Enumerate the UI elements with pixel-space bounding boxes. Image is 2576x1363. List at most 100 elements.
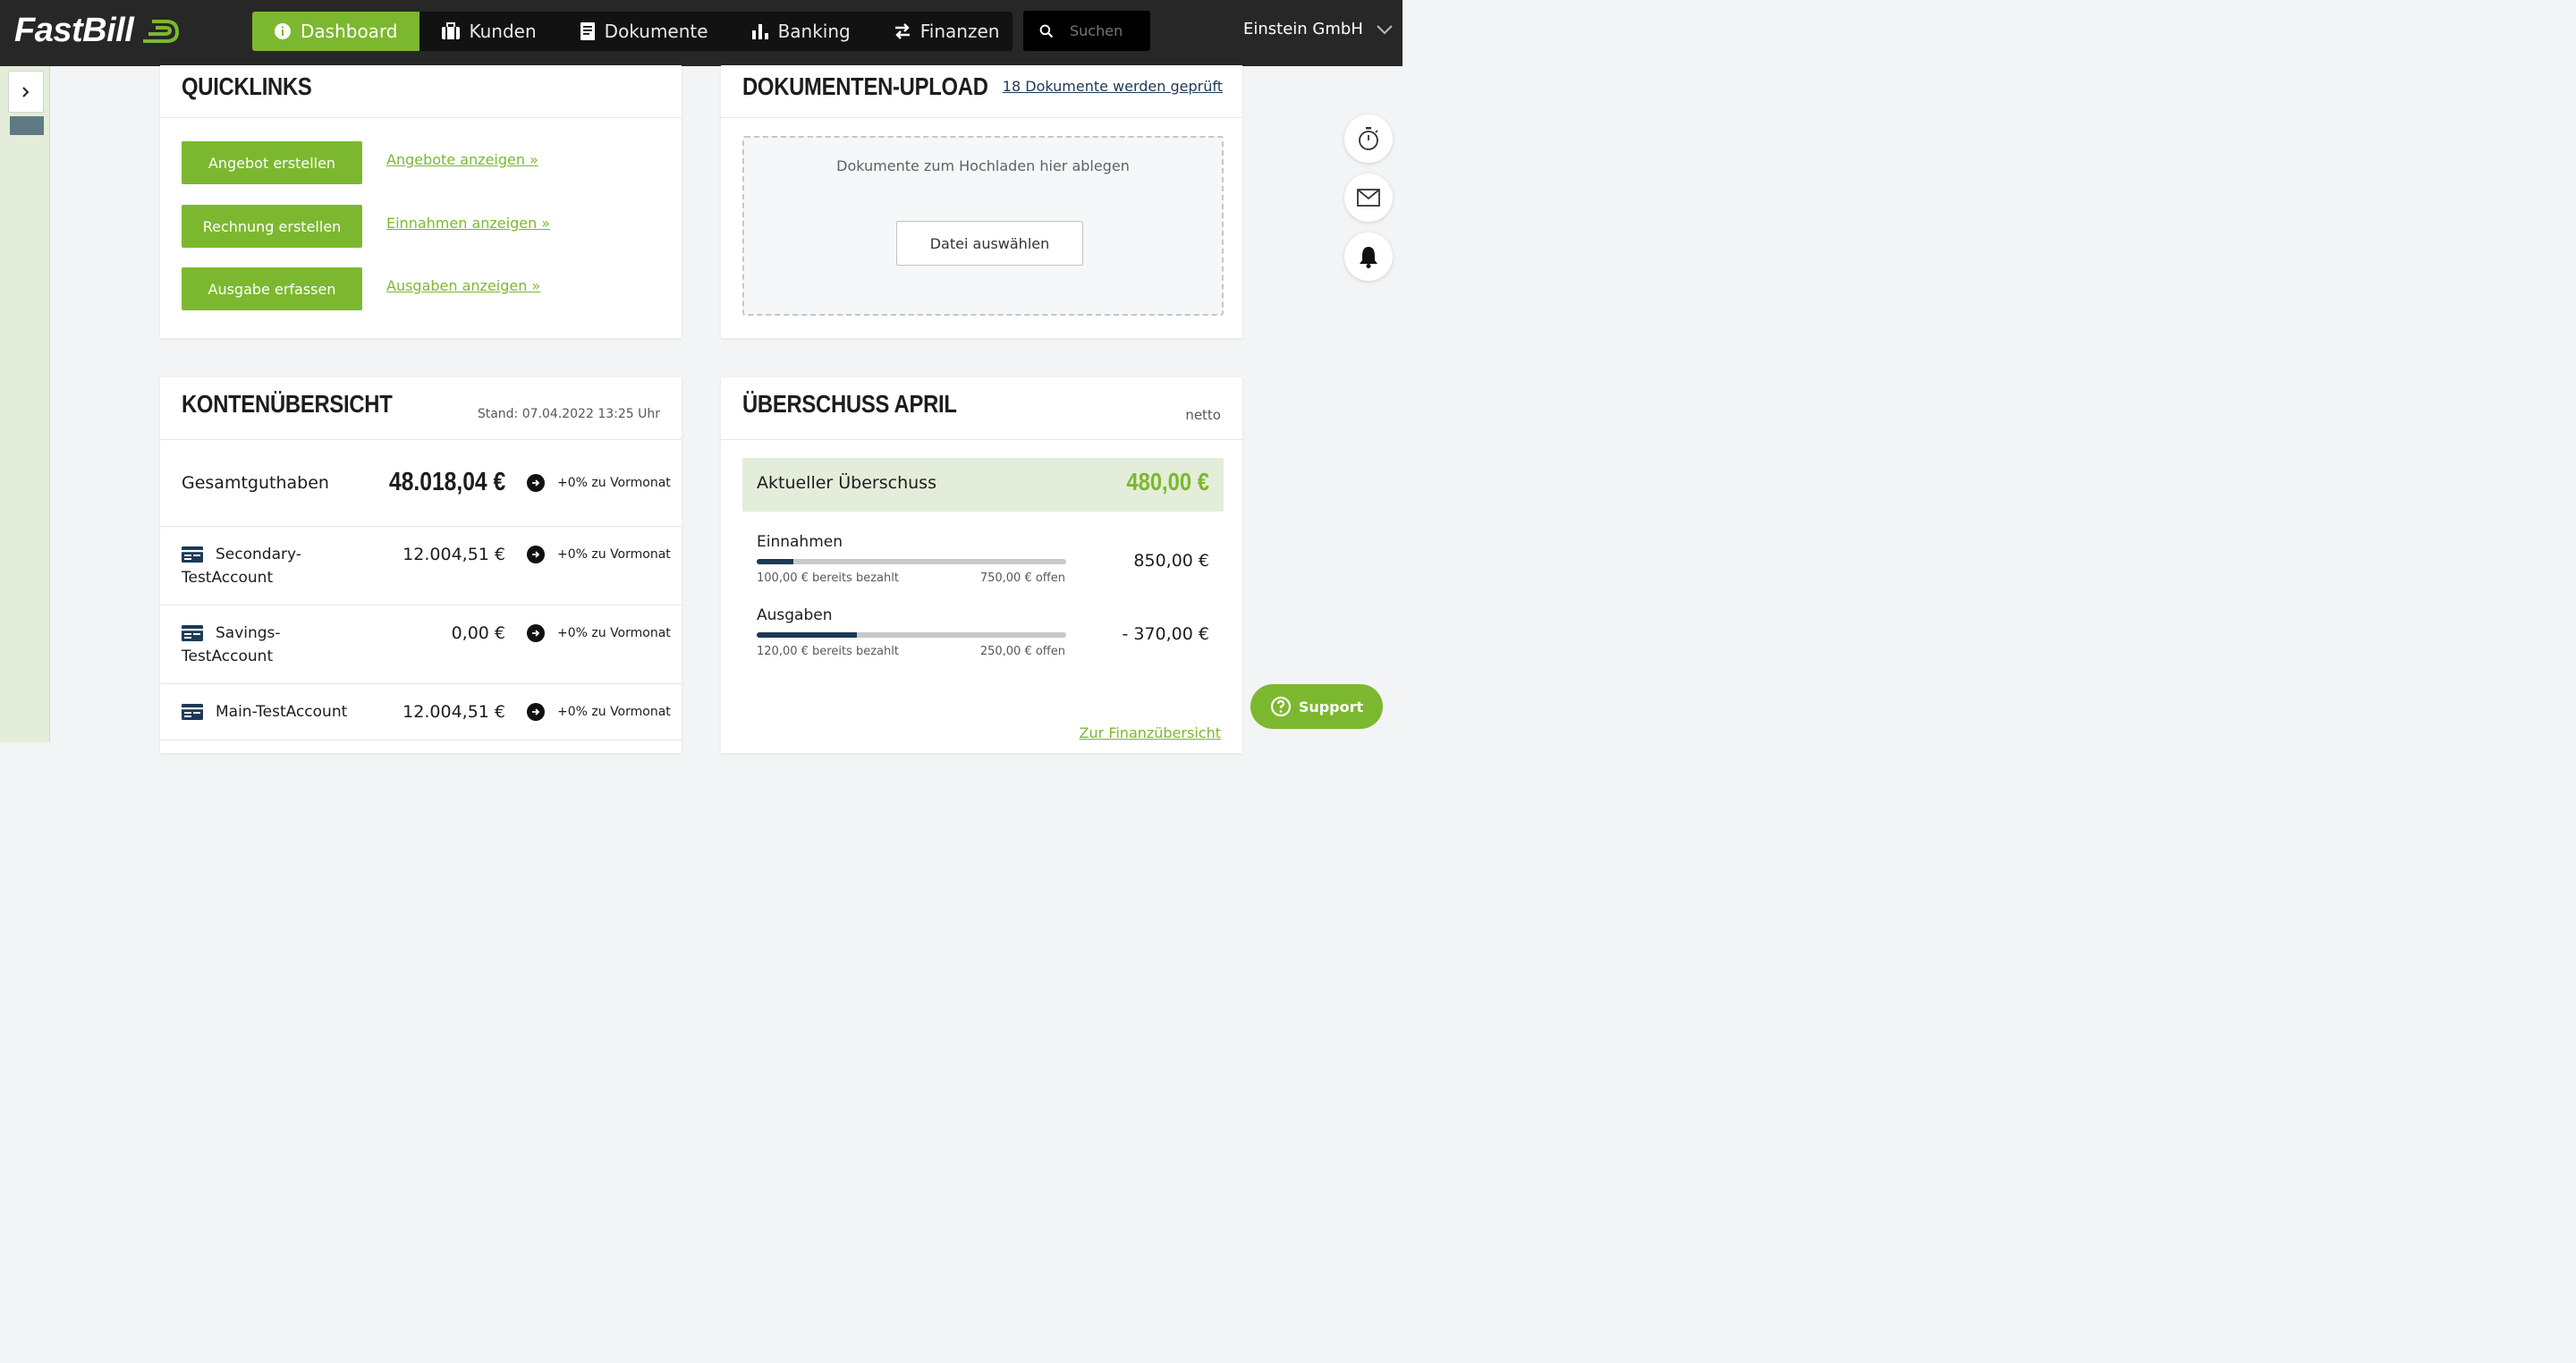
income-amount: 850,00 € [1133, 551, 1209, 571]
show-income-link[interactable]: Einnahmen anzeigen » [386, 215, 551, 232]
nav-banking[interactable]: Banking [730, 12, 872, 51]
change-text: +0% zu Vormonat [557, 705, 671, 719]
documents-in-review-link[interactable]: 18 Dokumente werden geprüft [1002, 78, 1223, 95]
account-amount: 12.004,51 € [402, 545, 505, 564]
arrow-right-circle-icon [527, 474, 545, 492]
transfer-arrows-icon [894, 23, 910, 39]
account-change: +0% zu Vormonat [527, 624, 671, 642]
current-surplus-box: Aktueller Überschuss 480,00 € [742, 458, 1224, 512]
logo-mark-icon [143, 20, 180, 43]
add-expense-button[interactable]: Ausgabe erfassen [182, 267, 362, 310]
company-switcher[interactable]: Einstein GmbH [1243, 20, 1394, 38]
bar-chart-icon [751, 24, 768, 39]
arrow-right-circle-icon [527, 624, 545, 642]
info-icon [275, 23, 291, 39]
top-bar: FastBill Dashboard Kunden Dokumente Bank… [0, 0, 1402, 66]
messages-button[interactable] [1344, 174, 1393, 222]
finance-overview-link[interactable]: Zur Finanzübersicht [1079, 724, 1221, 741]
card-title: KONTENÜBERSICHT [182, 390, 393, 418]
nav-label: Banking [777, 21, 851, 42]
show-offers-link[interactable]: Angebote anzeigen » [386, 151, 538, 168]
account-row[interactable]: Savings- TestAccount 0,00 € +0% zu Vormon… [160, 605, 682, 684]
support-button[interactable]: Support [1250, 684, 1383, 729]
sidebar-toggle-button[interactable] [8, 71, 44, 113]
account-name: Main-TestAccount [182, 700, 347, 724]
nav-label: Kunden [469, 21, 537, 42]
surplus-card: ÜBERSCHUSS APRIL netto Aktueller Übersch… [721, 377, 1242, 753]
card-title: DOKUMENTEN-UPLOAD [742, 72, 988, 100]
income-progress-fill [757, 559, 793, 564]
accounts-overview-card: KONTENÜBERSICHT Stand: 07.04.2022 13:25 … [160, 377, 682, 753]
total-balance-row: Gesamtguthaben 48.018,04 € +0% zu Vormon… [160, 440, 682, 527]
income-open-note: 750,00 € offen [979, 571, 1065, 585]
account-name: Secondary- TestAccount [182, 546, 301, 587]
create-offer-button[interactable]: Angebot erstellen [182, 141, 362, 184]
choose-file-button[interactable]: Datei auswählen [896, 221, 1083, 266]
search-icon [1039, 24, 1054, 38]
show-expenses-link[interactable]: Ausgaben anzeigen » [386, 277, 541, 294]
mail-icon [1357, 189, 1380, 207]
search-box [1023, 11, 1150, 51]
company-name: Einstein GmbH [1243, 20, 1363, 38]
account-amount: 0,00 € [451, 623, 505, 643]
notifications-button[interactable] [1344, 233, 1393, 281]
change-text: +0% zu Vormonat [557, 626, 671, 640]
card-header: KONTENÜBERSICHT Stand: 07.04.2022 13:25 … [160, 377, 682, 440]
nav-label: Finanzen [919, 21, 1000, 42]
nav-finanzen[interactable]: Finanzen [872, 12, 1021, 51]
timer-button[interactable] [1344, 114, 1393, 163]
card-header: QUICKLINKS [160, 65, 682, 118]
sidebar-chip[interactable] [10, 116, 44, 135]
chevron-down-icon [1377, 24, 1393, 34]
bank-card-icon [182, 704, 203, 720]
app-logo[interactable]: FastBill [14, 12, 134, 49]
nav-kunden[interactable]: Kunden [419, 12, 558, 51]
expenses-open-note: 250,00 € offen [979, 645, 1065, 658]
account-row[interactable]: Secondary- TestAccount 12.004,51 € +0% zu… [160, 527, 682, 605]
card-title: QUICKLINKS [182, 72, 312, 100]
expenses-amount: - 370,00 € [1122, 624, 1209, 644]
account-amount: 12.004,51 € [402, 702, 505, 722]
card-header: DOKUMENTEN-UPLOAD 18 Dokumente werden ge… [721, 65, 1242, 118]
expenses-label: Ausgaben [757, 606, 833, 624]
sidebar [0, 66, 50, 742]
stopwatch-icon [1359, 127, 1378, 150]
nav-dashboard[interactable]: Dashboard [252, 12, 419, 51]
income-label: Einnahmen [757, 533, 843, 551]
dropzone-text: Dokumente zum Hochladen hier ablegen [836, 157, 1130, 174]
bank-card-icon [182, 625, 203, 641]
card-header: ÜBERSCHUSS APRIL netto [721, 377, 1242, 440]
income-paid-note: 100,00 € bereits bezahlt [757, 571, 899, 585]
briefcase-icon [441, 22, 460, 39]
current-surplus-label: Aktueller Überschuss [757, 473, 936, 493]
nav-label: Dashboard [301, 21, 398, 42]
expenses-paid-note: 120,00 € bereits bezahlt [757, 645, 899, 658]
account-row[interactable]: Main-TestAccount 12.004,51 € +0% zu Vorm… [160, 684, 682, 741]
current-surplus-value: 480,00 € [1126, 468, 1209, 495]
netto-label: netto [1185, 407, 1221, 423]
expenses-progress-bar [757, 632, 1066, 638]
account-change: +0% zu Vormonat [527, 703, 671, 721]
change-text: +0% zu Vormonat [557, 476, 671, 490]
nav-dokumente[interactable]: Dokumente [558, 12, 730, 51]
expenses-progress-fill [757, 632, 858, 638]
bell-icon [1360, 247, 1377, 268]
card-title: ÜBERSCHUSS APRIL [742, 390, 957, 418]
income-progress-bar [757, 559, 1066, 564]
total-label: Gesamtguthaben [182, 473, 329, 493]
balance-timestamp: Stand: 07.04.2022 13:25 Uhr [477, 407, 660, 421]
nav-label: Dokumente [604, 21, 708, 42]
help-circle-icon [1270, 696, 1291, 717]
search-input[interactable] [1070, 22, 1150, 39]
arrow-right-circle-icon [527, 546, 545, 563]
upload-dropzone[interactable]: Dokumente zum Hochladen hier ablegen Dat… [742, 136, 1224, 316]
document-icon [580, 22, 595, 40]
change-text: +0% zu Vormonat [557, 547, 671, 562]
account-name: Savings- TestAccount [182, 624, 281, 665]
chevron-right-icon [22, 86, 30, 97]
arrow-right-circle-icon [527, 703, 545, 721]
bank-card-icon [182, 546, 203, 563]
total-change: +0% zu Vormonat [527, 474, 671, 492]
create-invoice-button[interactable]: Rechnung erstellen [182, 205, 362, 248]
quicklinks-card: QUICKLINKS Angebot erstellen Rechnung er… [160, 65, 682, 338]
